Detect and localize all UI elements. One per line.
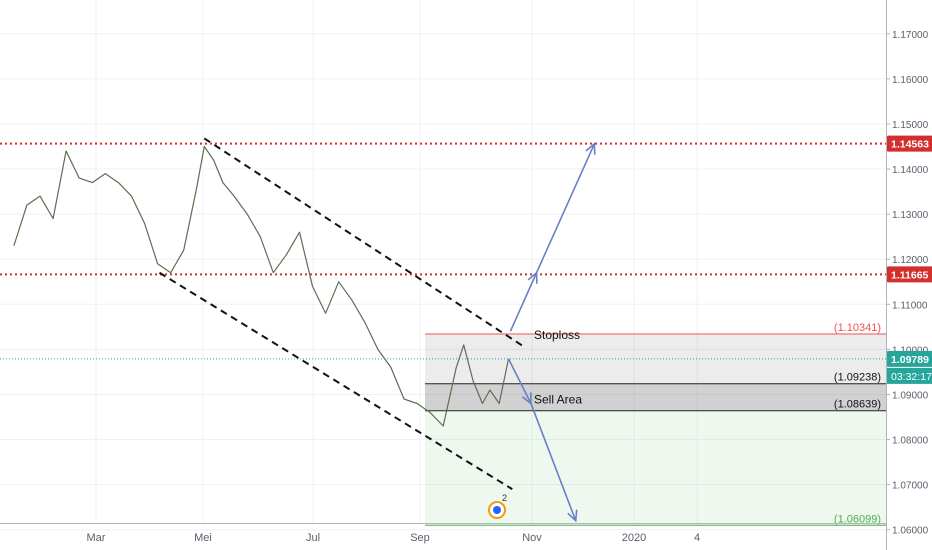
current-price-tag-bg — [887, 350, 932, 367]
arrowhead-icon — [567, 509, 578, 523]
entry-price-label: (1.09238) — [834, 372, 881, 384]
event-marker[interactable]: 2 — [488, 493, 507, 519]
sell-area-label: Sell Area — [534, 393, 582, 407]
projection-path-1 — [509, 143, 596, 332]
sell-zone — [425, 383, 886, 411]
arrowhead-icon — [521, 392, 532, 406]
countdown-tag-bg — [887, 367, 932, 384]
price-series — [13, 145, 510, 427]
current-price-tag: 1.09789 — [891, 354, 929, 366]
projection-arrows — [507, 142, 596, 523]
y-tick-label: 1.11000 — [892, 300, 928, 311]
level-price-tag-bg — [887, 135, 932, 152]
level-price-tag-bg — [887, 266, 932, 283]
entry-low-price-label: (1.08639) — [834, 399, 881, 411]
x-tick-label: Mei — [194, 532, 212, 544]
event-icon-core — [493, 506, 501, 514]
y-tick-label: 1.12000 — [892, 255, 929, 266]
target-price-label: (1.06099) — [834, 513, 881, 525]
y-tick-label: 1.10000 — [892, 345, 929, 356]
x-tick-label: Mar — [87, 532, 106, 544]
x-tick-label: Sep — [410, 532, 430, 544]
y-tick-label: 1.06000 — [892, 526, 929, 537]
x-tick-label: 4 — [694, 532, 700, 544]
countdown-tag: 03:32:17 — [891, 371, 932, 383]
horizontal-levels — [0, 142, 886, 360]
y-tick-label: 1.08000 — [892, 436, 929, 447]
stop-price-label: (1.10341) — [834, 322, 881, 334]
stoploss-label: Stoploss — [534, 328, 580, 342]
channel-upper-line — [203, 137, 526, 349]
y-tick-label: 1.13000 — [892, 210, 929, 221]
level-price-tag: 1.11665 — [891, 269, 929, 281]
y-tick-label: 1.07000 — [892, 481, 929, 492]
y-tick-label: 1.15000 — [892, 120, 929, 131]
x-tick-label: Nov — [522, 532, 542, 544]
position-box — [425, 333, 886, 526]
arrowhead-icon — [585, 142, 596, 155]
descending-channel — [158, 137, 526, 490]
event-count: 2 — [502, 493, 507, 503]
x-tick-label: Jul — [306, 532, 320, 544]
y-tick-label: 1.09000 — [892, 390, 929, 401]
arrowhead-icon — [527, 271, 538, 284]
y-tick-label: 1.14000 — [892, 165, 929, 176]
price-line — [13, 145, 510, 427]
channel-lower-line — [158, 271, 513, 490]
y-tick-label: 1.17000 — [892, 30, 929, 41]
y-tick-label: 1.16000 — [892, 75, 929, 86]
x-tick-label: 2020 — [622, 532, 646, 544]
chart-grid — [0, 0, 886, 531]
position-labels: Stoploss Sell Area (1.10341) (1.09238) (1.08… — [534, 322, 881, 525]
level-price-tag: 1.14563 — [891, 139, 929, 151]
